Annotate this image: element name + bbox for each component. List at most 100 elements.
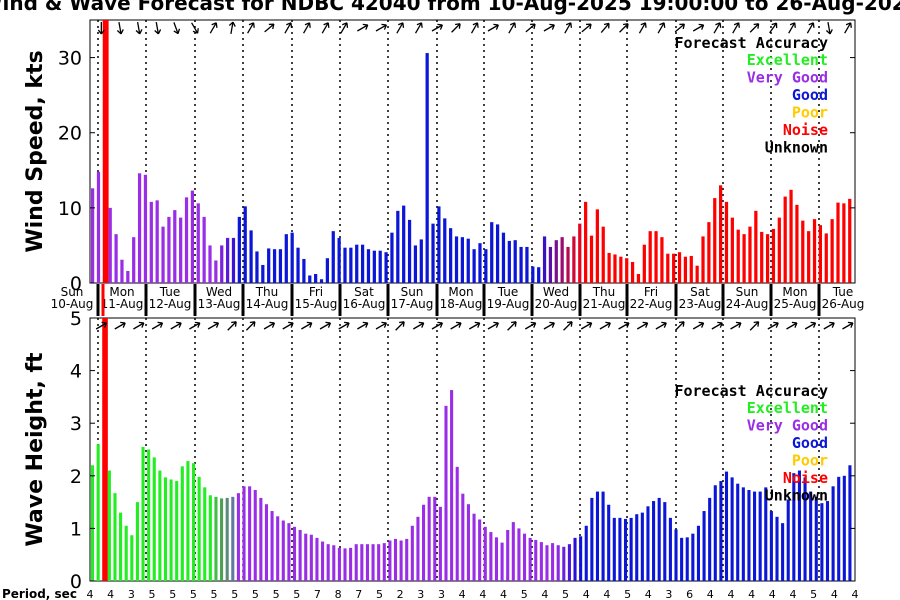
bar [652, 501, 656, 581]
bar [483, 526, 487, 581]
bar [208, 245, 212, 283]
bar [152, 457, 156, 581]
bar [542, 236, 547, 283]
bar [824, 233, 828, 283]
bar [337, 237, 341, 283]
bar [522, 533, 527, 581]
bar [636, 273, 641, 283]
bar [531, 266, 535, 283]
direction-arrow-icon [414, 22, 423, 34]
bar [382, 543, 386, 581]
bar [337, 547, 341, 581]
y-tick-label: 10 [58, 198, 82, 220]
bar [769, 511, 773, 581]
bar [584, 201, 588, 283]
bar [388, 540, 392, 581]
bar [264, 504, 269, 581]
day-date: 19-Aug [487, 297, 530, 311]
bar [249, 230, 253, 283]
y-tick-label: 30 [58, 48, 82, 70]
direction-arrow-icon [563, 321, 573, 331]
direction-arrow-icon [395, 321, 405, 331]
bar [657, 497, 661, 581]
bar [416, 516, 420, 581]
bar [267, 248, 271, 283]
direction-arrow-icon [600, 22, 610, 34]
bar [237, 216, 241, 283]
bar [225, 237, 230, 283]
bar [646, 506, 650, 581]
bar [607, 504, 611, 581]
direction-arrow-icon [247, 22, 255, 34]
bar [741, 487, 745, 581]
bar [685, 537, 689, 581]
bar [427, 496, 431, 581]
bar [220, 498, 224, 581]
legend-item: Unknown [765, 139, 828, 157]
bar [422, 504, 426, 581]
period-value: 4 [769, 588, 776, 600]
bar [567, 544, 571, 581]
legend-item: Excellent [747, 51, 828, 69]
bar [184, 197, 189, 283]
period-value: 5 [624, 588, 631, 600]
bar [589, 235, 594, 283]
bar [143, 174, 148, 283]
bar [642, 244, 646, 283]
direction-arrow-icon [450, 321, 462, 330]
bar [724, 471, 729, 581]
bar [332, 545, 336, 581]
day-name: Sun [736, 285, 759, 299]
direction-arrow-icon [713, 22, 722, 34]
bar [214, 496, 218, 581]
bar [360, 244, 365, 283]
bar [513, 240, 517, 283]
bar [701, 236, 705, 283]
bar [384, 252, 388, 283]
direction-arrow-icon [357, 321, 369, 330]
bar [672, 253, 676, 283]
bar [724, 201, 729, 283]
direction-arrow-icon [431, 23, 443, 32]
bar [298, 529, 302, 581]
day-date: 26-Aug [822, 297, 865, 311]
bar [290, 232, 294, 283]
direction-arrow-icon [319, 321, 332, 330]
direction-arrow-icon [227, 321, 237, 331]
bar [366, 249, 371, 283]
direction-arrow-icon [749, 321, 760, 331]
bar [696, 525, 700, 581]
bar [167, 216, 171, 283]
day-date: 17-Aug [391, 297, 434, 311]
bar [319, 279, 324, 283]
bar [713, 198, 717, 283]
bar [506, 529, 510, 581]
bar [702, 511, 706, 581]
period-value: 3 [438, 588, 445, 600]
bar [837, 476, 841, 581]
direction-arrow-icon [804, 321, 817, 330]
bar [455, 466, 459, 581]
bar [803, 477, 807, 581]
bar [613, 254, 617, 283]
bar [396, 210, 400, 283]
bar [248, 486, 252, 581]
bar [595, 491, 600, 581]
chart-title: Wind & Wave Forecast for NDBC 42040 from… [0, 0, 900, 15]
direction-arrow-icon [507, 321, 517, 331]
legend-item: Poor [792, 452, 828, 470]
y-axis-label: Wave Height, ft [23, 352, 48, 547]
direction-arrow-icon [487, 321, 499, 330]
period-value: 5 [273, 588, 280, 600]
bar [781, 523, 785, 581]
bar [360, 544, 364, 581]
bar [186, 461, 190, 581]
bar [308, 275, 312, 283]
bar [545, 545, 549, 581]
day-name: Thu [255, 285, 279, 299]
bar [579, 536, 583, 581]
y-tick-label: 0 [70, 571, 82, 593]
bar [771, 228, 776, 283]
direction-arrow-icon [135, 21, 143, 35]
